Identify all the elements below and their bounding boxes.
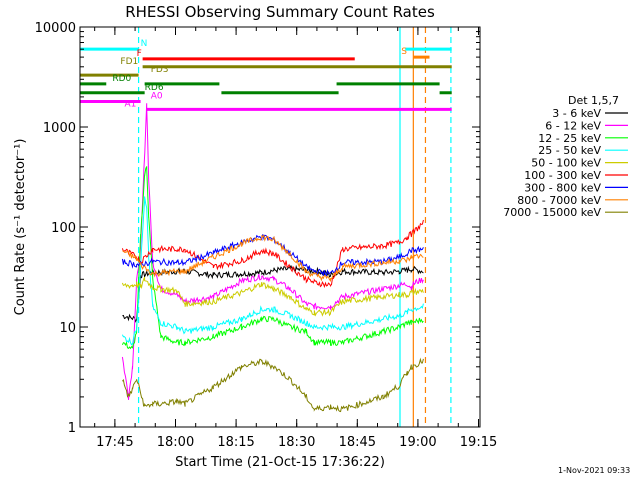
- series-line-50-100-kev: [121, 276, 424, 317]
- x-tick-label: 19:00: [399, 435, 436, 450]
- y-tick-label: 10: [59, 321, 76, 336]
- legend-label-3-6-kev: 3 - 6 keV: [552, 107, 601, 120]
- x-tick-label: 18:45: [339, 435, 376, 450]
- x-tick-label: 17:45: [96, 435, 133, 450]
- y-axis-label: Count Rate (s⁻¹ detector⁻¹): [13, 139, 28, 316]
- legend-label-12-25-kev: 12 - 25 keV: [538, 132, 601, 145]
- series-line-7000-15000-kev: [122, 357, 424, 413]
- legend-label-50-100-kev: 50 - 100 keV: [531, 157, 601, 170]
- series-line-3-6-kev: [122, 264, 424, 323]
- x-tick-label: 18:15: [217, 435, 254, 450]
- flag-label-a0: A0: [151, 91, 163, 101]
- series-layer: [121, 103, 424, 413]
- y-tick-label: 10000: [35, 21, 76, 36]
- legend-title: Det 1,5,7: [568, 94, 619, 107]
- timestamp: 1-Nov-2021 09:33: [558, 466, 630, 475]
- x-tick-label: 19:15: [460, 435, 497, 450]
- flag-label-rd0: RD0: [112, 74, 131, 84]
- legend-label-100-300-kev: 100 - 300 keV: [524, 169, 601, 182]
- series-line-6-12-kev: [121, 103, 424, 400]
- legend-label-6-12-kev: 6 - 12 keV: [545, 119, 601, 132]
- series-line-100-300-kev: [121, 219, 424, 289]
- vertical-markers: [137, 27, 452, 427]
- x-tick-label: 18:30: [278, 435, 315, 450]
- series-line-25-50-kev: [121, 196, 424, 346]
- flag-label-f: F: [137, 49, 142, 59]
- flag-label-fd1: FD1: [120, 57, 138, 67]
- legend-label-7000-15000-kev: 7000 - 15000 keV: [503, 206, 601, 219]
- series-line-800-7000-kev: [122, 234, 424, 282]
- y-tick-label: 1: [68, 421, 76, 436]
- chart-title: RHESSI Observing Summary Count Rates: [125, 3, 435, 21]
- flag-label-rd6: RD6: [145, 83, 164, 93]
- flag-label-n: N: [141, 39, 148, 49]
- y-tick-label: 100: [51, 221, 76, 236]
- x-axis-label: Start Time (21-Oct-15 17:36:22): [175, 455, 385, 470]
- flag-label-s: S: [401, 47, 407, 57]
- x-tick-label: 18:00: [157, 435, 194, 450]
- flag-label-fd3: FD3: [151, 65, 169, 75]
- flag-label-a1: A1: [124, 99, 136, 109]
- series-line-12-25-kev: [121, 166, 424, 350]
- y-tick-label: 1000: [43, 121, 76, 136]
- y-axis: 1 10 100 1000 10000: [35, 21, 480, 436]
- legend-label-800-7000-kev: 800 - 7000 keV: [517, 194, 601, 207]
- legend-label-300-800-kev: 300 - 800 keV: [524, 181, 601, 194]
- legend-label-25-50-kev: 25 - 50 keV: [538, 144, 601, 157]
- x-axis: 17:45 18:00 18:15 18:30 18:45 19:00 19:15: [94, 27, 497, 450]
